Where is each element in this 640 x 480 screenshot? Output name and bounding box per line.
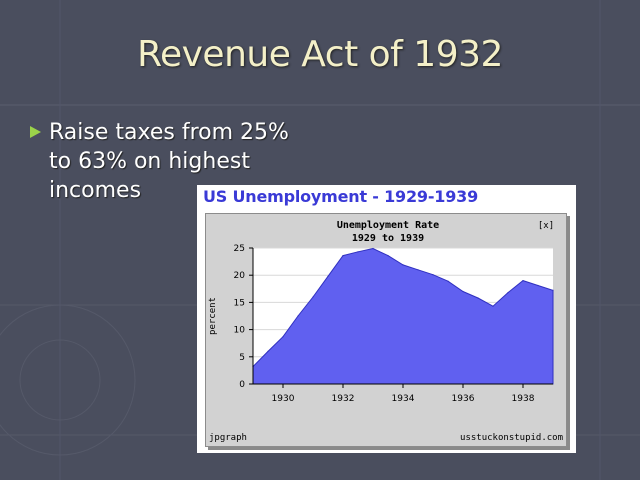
series-area bbox=[252, 247, 554, 385]
y-tick-label: 5 bbox=[239, 353, 245, 363]
data-point bbox=[387, 255, 389, 257]
chart-frame: Unemployment Rate 1929 to 1939 [x] perce… bbox=[205, 213, 567, 447]
bullet-arrow-icon bbox=[30, 126, 41, 138]
y-tick-label: 15 bbox=[234, 298, 245, 308]
data-point bbox=[282, 336, 284, 338]
x-tick-label: 1932 bbox=[332, 394, 355, 404]
close-icon: [x] bbox=[538, 221, 554, 231]
bullet-item: Raise taxes from 25% to 63% on highest i… bbox=[30, 118, 330, 205]
data-point bbox=[267, 350, 269, 352]
data-point bbox=[417, 269, 419, 271]
data-point bbox=[507, 292, 509, 294]
data-point bbox=[372, 247, 374, 250]
data-point bbox=[447, 280, 449, 282]
y-tick-label: 25 bbox=[234, 244, 245, 254]
y-tick-label: 10 bbox=[234, 326, 246, 336]
chart-image: US Unemployment - 1929-1939 Unemployment… bbox=[197, 185, 576, 453]
chart-title: Unemployment Rate bbox=[337, 220, 439, 231]
data-point bbox=[312, 296, 314, 298]
data-point bbox=[537, 284, 539, 287]
unemployment-chart: Unemployment Rate 1929 to 1939 [x] perce… bbox=[208, 220, 563, 443]
footer-right: usstuckonstupid.com bbox=[460, 433, 563, 443]
data-point bbox=[357, 251, 359, 253]
data-point bbox=[327, 275, 329, 277]
chart-subtitle: 1929 to 1939 bbox=[352, 233, 424, 244]
footer-left: jpgraph bbox=[209, 433, 247, 443]
y-axis-label: percent bbox=[208, 297, 218, 335]
x-tick-label: 1930 bbox=[272, 394, 295, 404]
chart-header: US Unemployment - 1929-1939 bbox=[203, 187, 478, 206]
data-point bbox=[432, 274, 434, 276]
data-point bbox=[462, 290, 464, 293]
y-tick-label: 20 bbox=[234, 271, 246, 281]
x-tick-label: 1936 bbox=[452, 394, 475, 404]
data-point bbox=[522, 280, 524, 282]
x-tick-label: 1938 bbox=[512, 394, 535, 404]
data-point bbox=[402, 264, 404, 266]
data-point bbox=[342, 255, 344, 257]
y-tick-label: 0 bbox=[239, 380, 245, 390]
data-point bbox=[552, 289, 554, 291]
x-tick-label: 1934 bbox=[392, 394, 415, 404]
data-point bbox=[492, 305, 494, 307]
bullet-text: Raise taxes from 25% to 63% on highest i… bbox=[49, 120, 289, 203]
slide-title: Revenue Act of 1932 bbox=[137, 34, 503, 75]
data-point bbox=[477, 297, 479, 299]
data-point bbox=[297, 315, 299, 317]
